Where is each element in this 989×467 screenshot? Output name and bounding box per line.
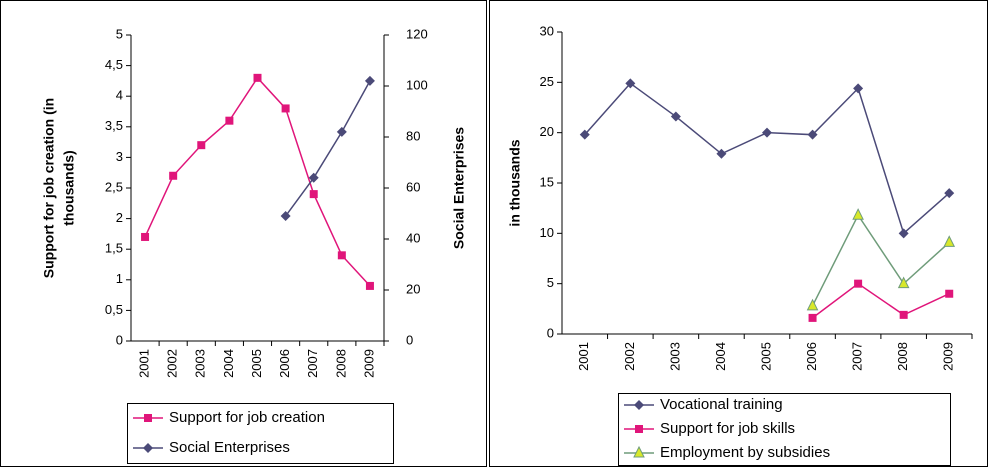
y-tick-label: 2,5 bbox=[105, 179, 123, 194]
x-tick-label: 2003 bbox=[193, 349, 208, 378]
x-tick-label: 2004 bbox=[221, 349, 236, 378]
y-tick-label: 0,5 bbox=[105, 302, 123, 317]
x-tick-label: 2001 bbox=[136, 349, 151, 378]
y-tick-label: 4,5 bbox=[105, 57, 123, 72]
x-tick-label: 2007 bbox=[850, 342, 865, 371]
marker bbox=[169, 171, 178, 180]
x-tick-label: 2005 bbox=[758, 342, 773, 371]
marker bbox=[670, 111, 681, 122]
marker bbox=[364, 75, 375, 86]
x-tick-label: 2002 bbox=[165, 349, 180, 378]
x-tick-label: 2009 bbox=[361, 349, 376, 378]
y-tick-label: 10 bbox=[540, 225, 554, 240]
y2-tick-label: 40 bbox=[406, 230, 420, 245]
marker bbox=[141, 232, 150, 241]
legend-label: Support for job creation bbox=[169, 409, 325, 426]
y-axis-title: in thousands bbox=[507, 139, 523, 226]
y-tick-label: 1 bbox=[116, 271, 123, 286]
marker bbox=[854, 279, 863, 288]
y-tick-label: 1,5 bbox=[105, 241, 123, 256]
series-line bbox=[811, 213, 950, 307]
marker bbox=[280, 211, 291, 222]
y-tick-label: 4 bbox=[116, 88, 123, 103]
y2-tick-label: 20 bbox=[406, 281, 420, 296]
y-tick-label: 30 bbox=[540, 23, 554, 38]
y-tick-label: 3,5 bbox=[105, 118, 123, 133]
marker bbox=[225, 116, 234, 125]
marker bbox=[281, 104, 290, 113]
y-tick-label: 5 bbox=[547, 275, 554, 290]
y2-tick-label: 80 bbox=[406, 128, 420, 143]
y2-axis-title: Social Enterprises bbox=[451, 127, 467, 249]
x-tick-label: 2008 bbox=[333, 349, 348, 378]
marker bbox=[633, 445, 645, 458]
y2-tick-label: 100 bbox=[406, 77, 428, 92]
y2-tick-label: 60 bbox=[406, 179, 420, 194]
y-tick-label: 5 bbox=[116, 26, 123, 41]
y-tick-label: 0 bbox=[547, 325, 554, 340]
series-line bbox=[584, 82, 950, 235]
x-tick-label: 2007 bbox=[305, 349, 320, 378]
marker bbox=[898, 228, 909, 239]
marker bbox=[309, 190, 318, 199]
x-tick-label: 2003 bbox=[667, 342, 682, 371]
x-tick-label: 2009 bbox=[941, 342, 956, 371]
series-line bbox=[144, 76, 371, 287]
legend-box bbox=[127, 403, 394, 464]
marker bbox=[579, 129, 590, 140]
marker bbox=[625, 78, 636, 89]
marker bbox=[944, 188, 955, 199]
marker bbox=[808, 313, 817, 322]
marker bbox=[253, 73, 262, 82]
x-tick-label: 2001 bbox=[576, 342, 591, 371]
marker bbox=[945, 289, 954, 298]
y-tick-label: 2 bbox=[116, 210, 123, 225]
y-axis-title: Support for job creation (in bbox=[41, 98, 57, 278]
marker bbox=[143, 443, 153, 453]
legend-box bbox=[618, 393, 951, 466]
legend-label: Support for job skills bbox=[660, 420, 795, 437]
y-tick-label: 0 bbox=[116, 332, 123, 347]
marker bbox=[337, 251, 346, 260]
y-tick-label: 20 bbox=[540, 124, 554, 139]
series-line bbox=[285, 80, 371, 217]
legend-label: Employment by subsidies bbox=[660, 444, 830, 461]
x-tick-label: 2004 bbox=[713, 342, 728, 371]
legend-label: Social Enterprises bbox=[169, 439, 290, 456]
x-tick-label: 2005 bbox=[249, 349, 264, 378]
marker bbox=[943, 235, 956, 247]
marker bbox=[899, 310, 908, 319]
y2-tick-label: 120 bbox=[406, 26, 428, 41]
marker bbox=[634, 400, 644, 410]
marker bbox=[853, 83, 864, 94]
x-tick-label: 2006 bbox=[804, 342, 819, 371]
x-tick-label: 2006 bbox=[277, 349, 292, 378]
series-line bbox=[812, 282, 950, 319]
marker bbox=[365, 281, 374, 290]
y-tick-label: 25 bbox=[540, 74, 554, 89]
y2-tick-label: 0 bbox=[406, 332, 413, 347]
marker bbox=[852, 208, 864, 220]
marker bbox=[308, 172, 319, 183]
marker bbox=[807, 129, 818, 140]
marker bbox=[806, 298, 819, 311]
y-tick-label: 3 bbox=[116, 149, 123, 164]
x-tick-label: 2002 bbox=[622, 342, 637, 371]
marker bbox=[897, 276, 910, 289]
marker bbox=[336, 126, 347, 137]
marker bbox=[197, 141, 206, 150]
legend-label: Vocational training bbox=[660, 396, 783, 413]
marker bbox=[716, 148, 727, 159]
y-tick-label: 15 bbox=[540, 174, 554, 189]
marker bbox=[762, 127, 772, 138]
y-axis-title: thousands) bbox=[61, 150, 77, 225]
marker bbox=[144, 414, 152, 422]
marker bbox=[635, 425, 643, 433]
x-tick-label: 2008 bbox=[895, 342, 910, 371]
